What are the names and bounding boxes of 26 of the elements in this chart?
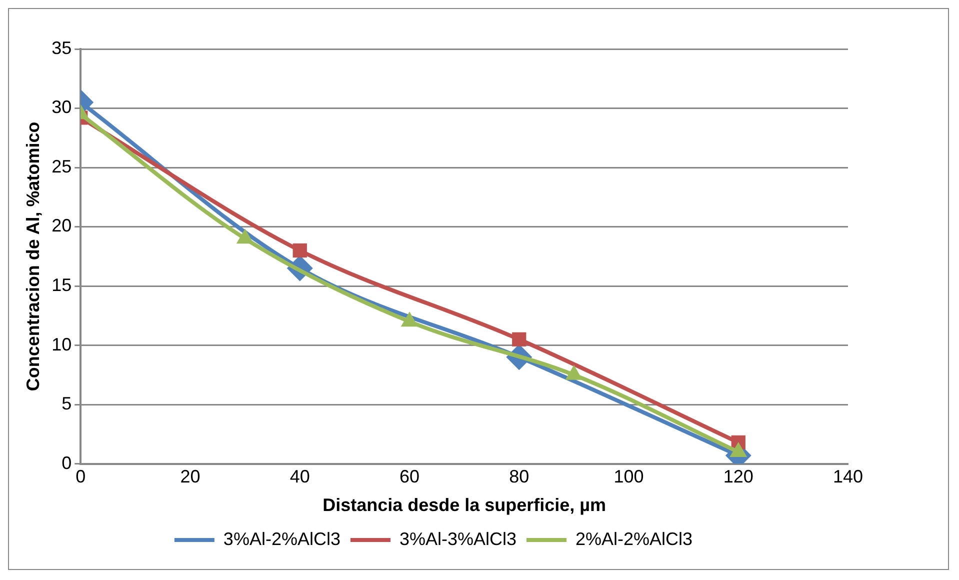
- y-tick-label: 20: [52, 216, 72, 236]
- point: [400, 312, 418, 327]
- y-tick-label: 35: [52, 38, 72, 58]
- x-tick-label: 120: [723, 466, 754, 487]
- y-tick-label: 0: [62, 452, 72, 473]
- point: [565, 364, 583, 380]
- y-tick-label: 25: [52, 156, 72, 176]
- x-tick-label: 100: [614, 466, 644, 487]
- x-tick-label: 140: [832, 466, 864, 487]
- y-tick-label: 5: [62, 394, 72, 414]
- x-tick-label: 80: [509, 466, 530, 487]
- y-tick-label: 10: [52, 334, 72, 354]
- point: [730, 442, 748, 457]
- x-tick-label: 60: [399, 466, 420, 487]
- point: [512, 332, 526, 346]
- legend-label: 2%Al-2%AlCl3: [576, 528, 693, 549]
- y-axis-title: Concentracion de Al, %atomico: [22, 122, 43, 392]
- x-tick-label: 20: [180, 466, 200, 487]
- x-tick-label: 40: [290, 466, 310, 487]
- x-tick-label: 0: [76, 466, 86, 487]
- legend-label: 3%Al-3%AlCl3: [399, 528, 517, 549]
- point: [292, 243, 307, 258]
- y-tick-label: 30: [52, 97, 72, 118]
- y-tick-label: 15: [52, 274, 72, 295]
- legend-label: 3%Al-2%AlCl3: [223, 528, 340, 549]
- x-axis-title: Distancia desde la superficie, µm: [322, 495, 606, 516]
